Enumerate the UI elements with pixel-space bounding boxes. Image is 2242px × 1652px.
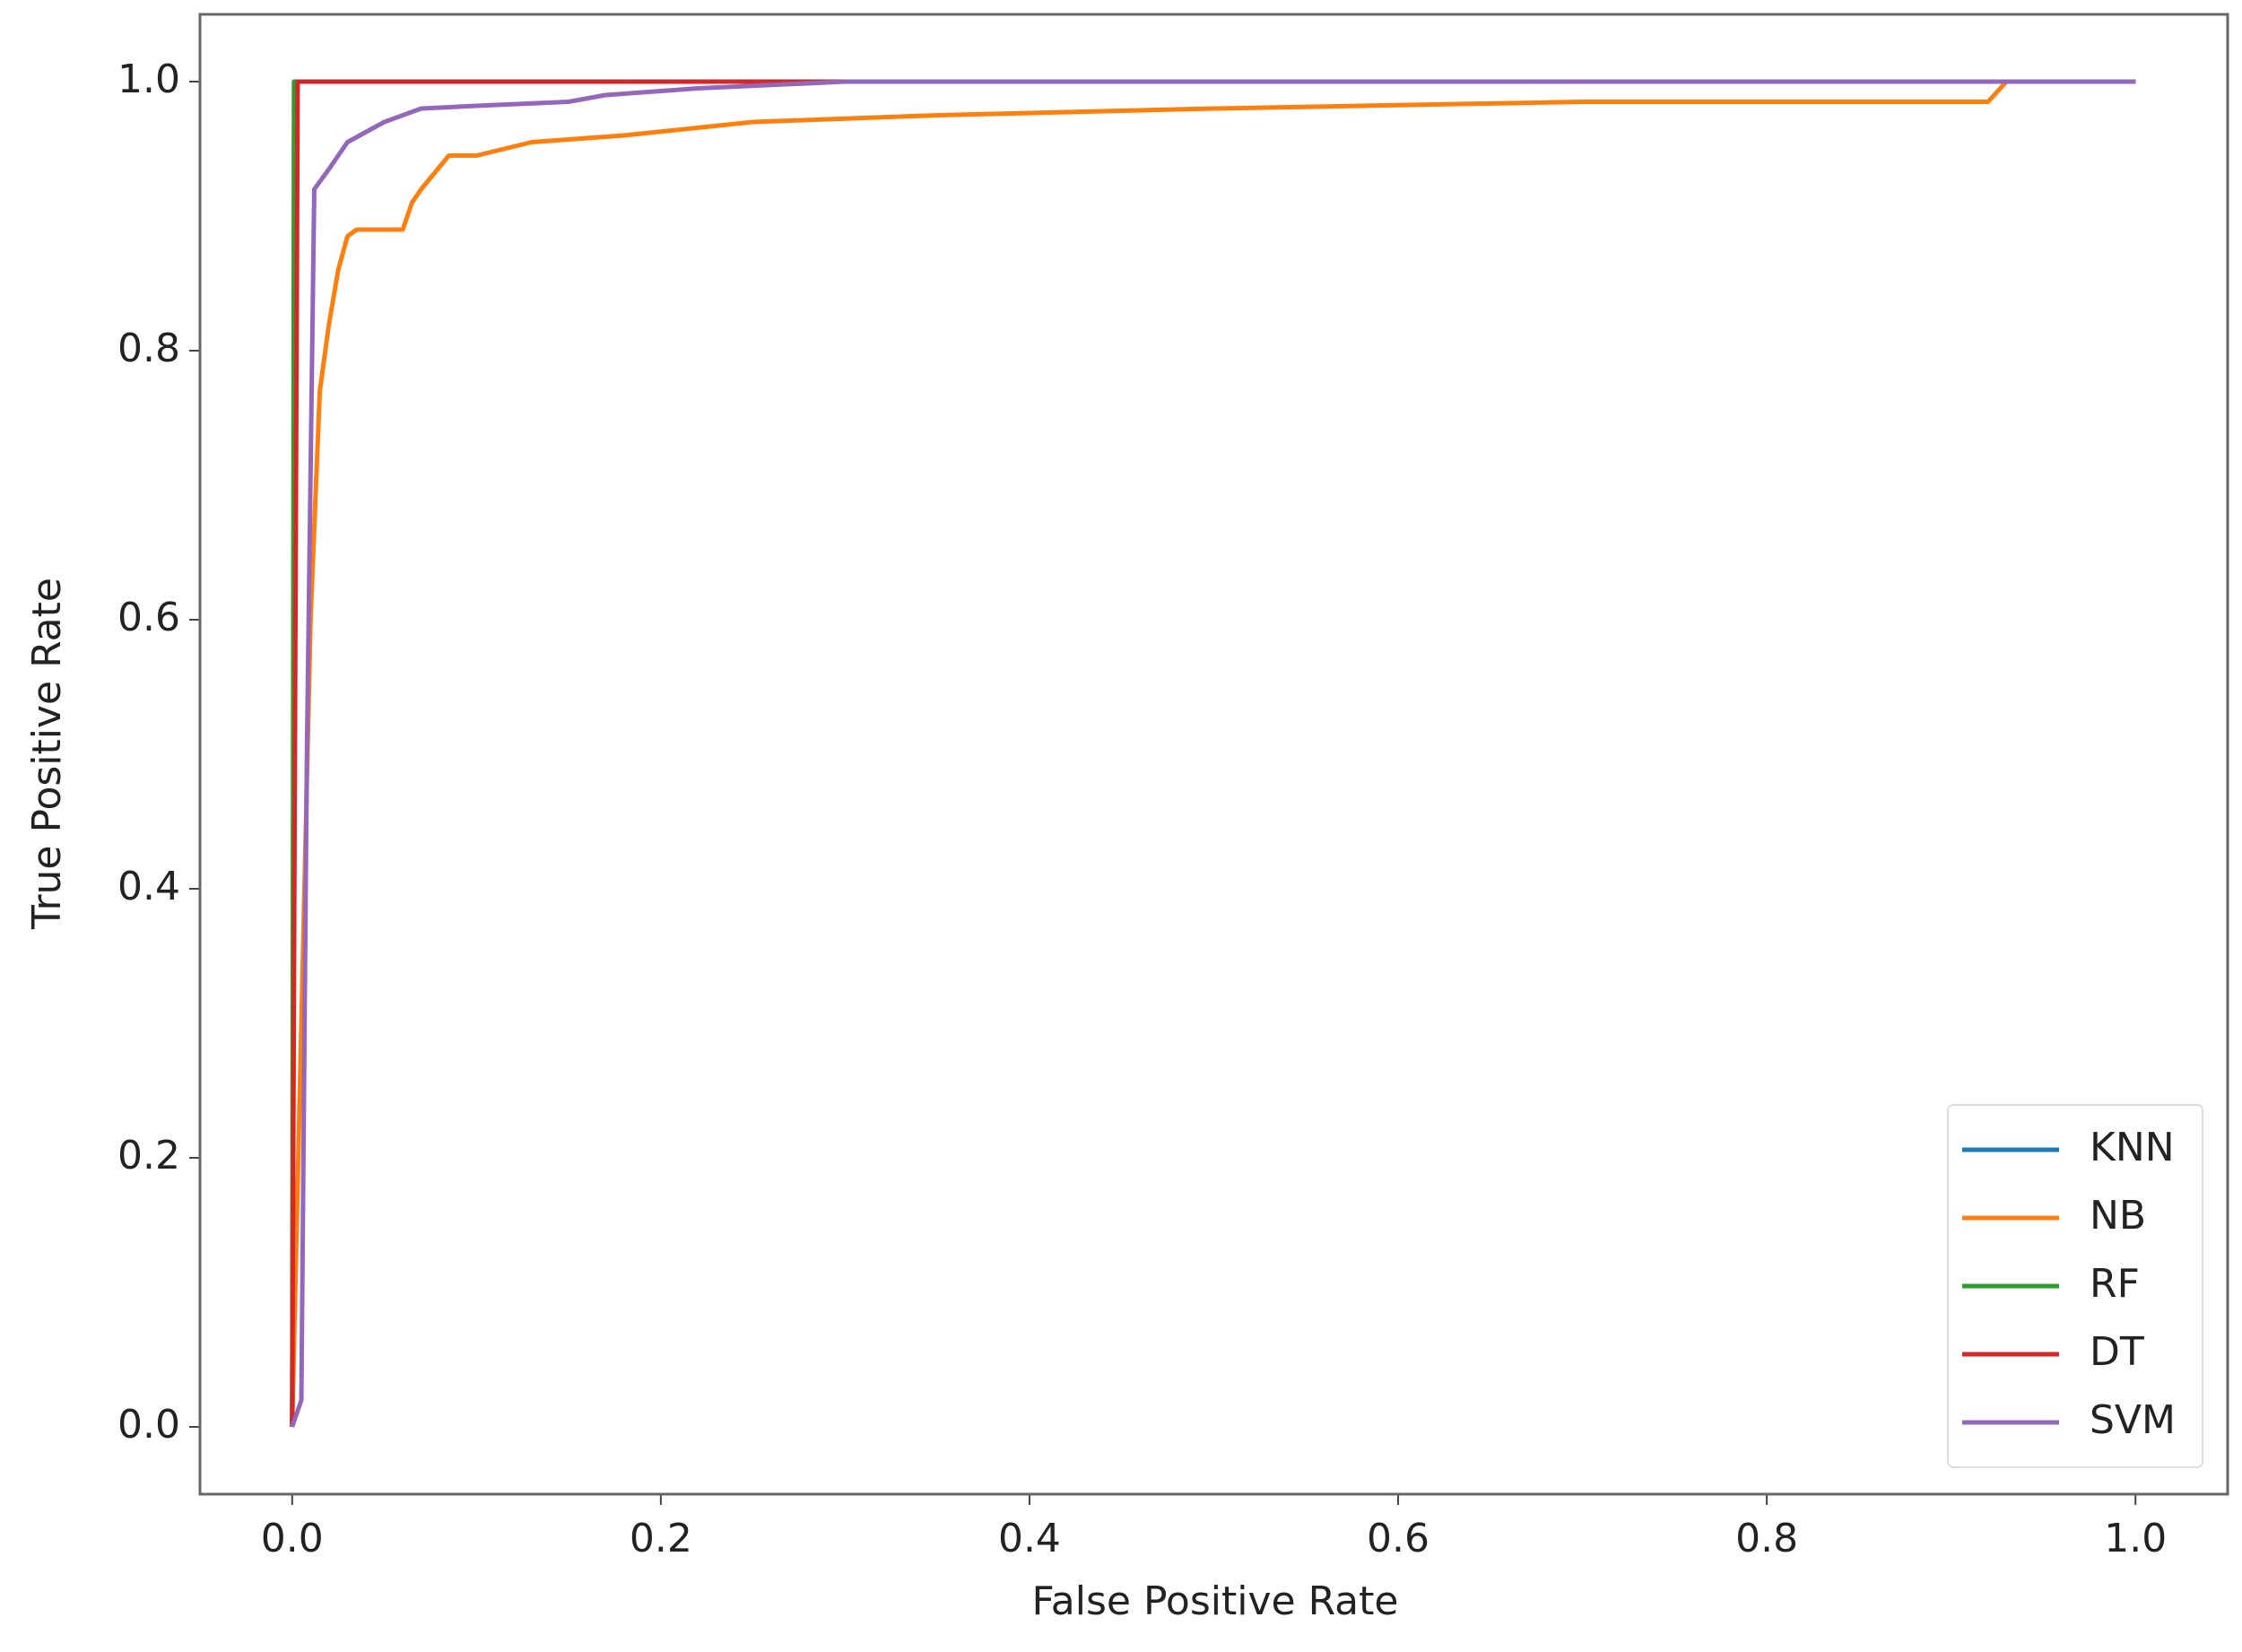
- roc-line: [290, 79, 2136, 1428]
- y-tick-label: 0.4: [117, 864, 180, 909]
- plot-frame: [198, 13, 2229, 1496]
- y-tick-label: 1.0: [117, 57, 180, 102]
- y-tick-label: 0.2: [117, 1133, 180, 1178]
- y-tick-label: 0.6: [117, 595, 180, 640]
- x-axis-label: False Positive Rate: [1032, 1578, 1399, 1624]
- roc-line: [290, 79, 2136, 1428]
- legend-label: RF: [2090, 1261, 2140, 1307]
- x-tick-label: 0.0: [261, 1516, 324, 1561]
- legend-label: SVM: [2090, 1397, 2176, 1443]
- x-tick-label: 0.4: [998, 1516, 1061, 1561]
- y-tick-label: 0.8: [117, 326, 180, 371]
- roc-line: [290, 79, 2136, 1428]
- roc-line: [290, 79, 2136, 1428]
- roc-line: [290, 79, 2136, 1428]
- legend-label: KNN: [2090, 1125, 2175, 1170]
- legend-label: DT: [2090, 1329, 2144, 1375]
- x-tick-label: 0.6: [1367, 1516, 1429, 1561]
- legend-box: [1947, 1104, 2203, 1468]
- x-tick-label: 0.2: [630, 1516, 692, 1561]
- y-tick-label: 0.0: [117, 1402, 180, 1448]
- y-axis-label: True Positive Rate: [24, 578, 70, 930]
- legend-label: NB: [2090, 1193, 2146, 1239]
- x-tick-label: 1.0: [2104, 1516, 2167, 1561]
- x-tick-label: 0.8: [1735, 1516, 1798, 1561]
